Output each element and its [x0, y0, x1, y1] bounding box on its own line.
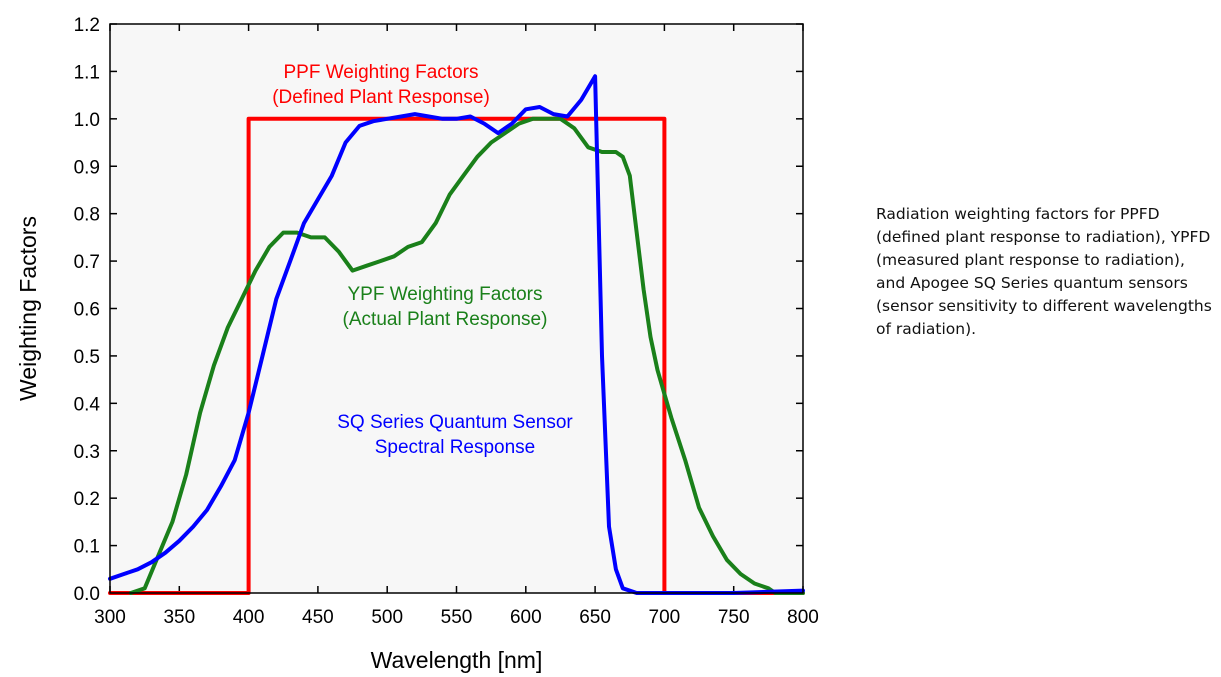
x-axis-label: Wavelength [nm] [371, 647, 543, 673]
sq-series-line [108, 74, 805, 595]
y-tick-label: 0.5 [74, 347, 100, 368]
y-tick-label: 0.6 [74, 300, 100, 321]
plot-frame [109, 23, 804, 594]
sq-annotation-line: SQ Series Quantum Sensor [337, 412, 573, 433]
y-axis-label: Weighting Factors [15, 216, 41, 401]
y-tick-label: 1.0 [74, 110, 100, 131]
x-tick-label: 400 [233, 607, 265, 628]
y-tick-label: 0.3 [74, 442, 100, 463]
y-tick-label: 1.2 [74, 15, 100, 36]
x-tick-label: 800 [787, 607, 819, 628]
y-tick-label: 0.8 [74, 205, 100, 226]
x-tick-label: 700 [649, 607, 681, 628]
x-tick-label: 500 [371, 607, 403, 628]
x-tick-label: 600 [510, 607, 542, 628]
ypf-series-line [128, 116, 805, 595]
x-tick-label: 750 [718, 607, 750, 628]
y-tick-label: 0.1 [74, 537, 100, 558]
ppf-annotation-line: (Defined Plant Response) [272, 87, 490, 108]
figure-caption: Radiation weighting factors for PPFD (de… [876, 205, 1212, 338]
y-tick-label: 1.1 [74, 62, 100, 83]
x-tick-label: 450 [302, 607, 334, 628]
weighting-factors-chart: 300 350 400 450 500 550 600 650 700 750 800 0.0 0.1 0… [15, 15, 819, 673]
x-tick-label: 300 [94, 607, 126, 628]
ypf-annotation-line: YPF Weighting Factors [347, 284, 542, 305]
y-tick-label: 0.2 [74, 489, 100, 510]
y-tick-label: 0.0 [74, 584, 100, 605]
x-tick-label: 550 [441, 607, 473, 628]
y-tick-label: 0.4 [74, 394, 101, 415]
ypf-annotation-line: (Actual Plant Response) [343, 309, 548, 330]
sq-annotation-line: Spectral Response [375, 437, 536, 458]
x-tick-label: 650 [579, 607, 611, 628]
y-tick-label: 0.9 [74, 157, 100, 178]
x-tick-label: 350 [163, 607, 195, 628]
ppf-annotation-line: PPF Weighting Factors [283, 62, 478, 83]
y-tick-label: 0.7 [74, 252, 100, 273]
